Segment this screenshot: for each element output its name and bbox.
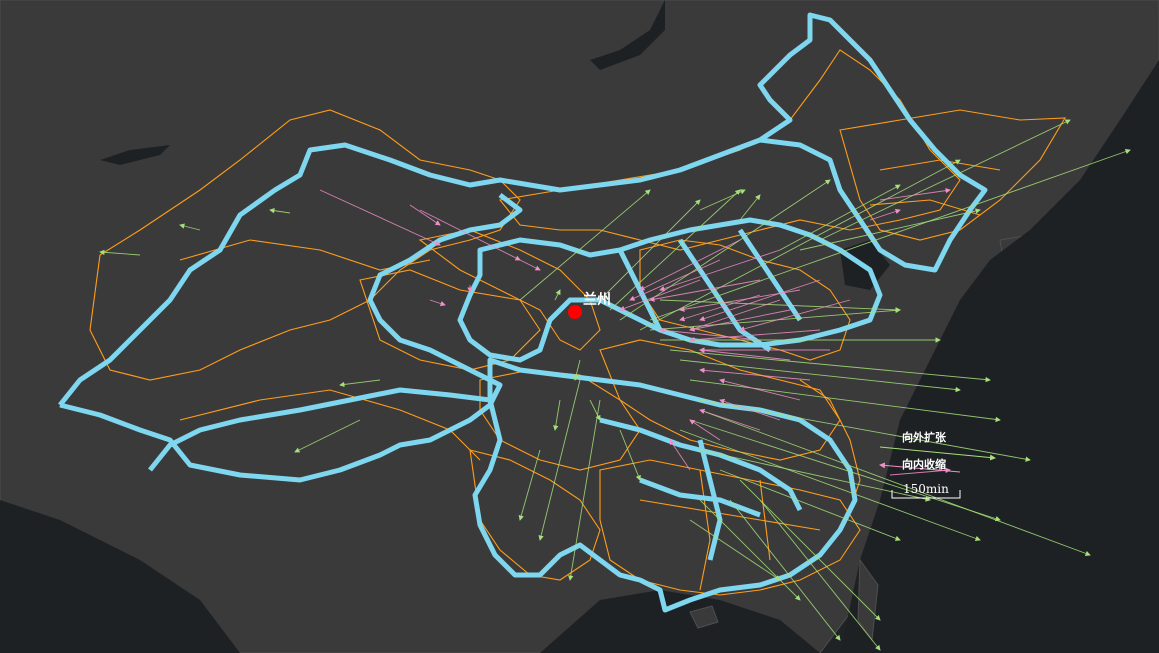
flow-arrows [99,119,1131,651]
island-hainan [689,605,719,629]
outward-arrow [518,449,541,521]
inward-arrow [659,249,781,292]
inward-arrow [639,239,741,291]
inward-arrow [629,259,721,301]
outward-arrow [339,379,381,388]
outward-arrow [609,189,741,311]
outward-arrow [699,499,801,601]
lake-balkhash [100,145,170,165]
outward-arrow [699,189,746,211]
province-gansu [418,229,601,351]
outward-arrow [819,119,1071,241]
outward-arrow [294,419,361,453]
outward-arrow [589,399,601,421]
legend-inward-label: 向内收缩 [902,457,946,471]
province-northeast-inner [869,159,1001,216]
region-tibet-south [148,387,491,472]
province-east-coast [799,379,861,511]
outward-arrow [689,379,1001,423]
province-north-china [639,239,851,361]
lake-baikal [590,0,665,70]
outward-arrow [739,194,761,221]
province-south-inner [639,469,821,591]
region-southeast-inner [599,417,803,561]
region-west [59,193,523,483]
inward-arrow [669,439,691,471]
outward-arrow [679,429,981,541]
sea-south [540,590,820,653]
outward-arrow [719,469,901,541]
city-lanzhou[interactable]: 兰州 [568,291,611,319]
inward-arrow [689,309,791,332]
inward-arrow [699,367,811,381]
outward-arrow [269,207,291,214]
outward-arrow [553,399,561,431]
city-label: 兰州 [583,291,611,308]
outward-arrow [659,299,901,313]
outward-arrow [179,223,201,231]
province-tibet-inner [179,389,481,461]
province-south [599,459,861,596]
island-japan [1075,10,1159,20]
outward-arrow [669,349,991,383]
outward-arrow [739,479,881,621]
outward-arrow [554,289,561,301]
outward-arrow [759,499,881,651]
scale-label: 150min [903,482,949,496]
outward-arrow [99,249,141,256]
outward-arrow [573,359,581,381]
outward-arrow [699,409,1091,556]
inward-arrow [739,299,851,332]
inward-arrow [619,279,701,311]
province-outline-west [89,109,521,381]
inward-arrow [419,209,521,261]
inward-arrow [699,347,791,361]
outward-arrow [699,399,1031,462]
legend-outward-arrow [879,446,996,461]
inward-arrow [519,259,541,271]
inward-arrow [689,419,721,441]
inward-arrow [719,398,781,421]
city-marker [568,305,582,319]
outward-arrow [779,184,901,251]
outward-arrow [599,199,701,301]
inward-arrow [889,467,951,476]
sea-east [840,60,1159,653]
outward-arrow [729,499,841,641]
map-legend: 向外扩张 向内收缩 150min [879,430,996,499]
outward-arrow [689,519,781,581]
inward-arrow [719,378,801,401]
legend-inward-arrow [879,462,961,473]
inward-arrow [689,329,821,343]
inward-arrow [649,279,761,302]
legend-outward-label: 向外扩张 [902,430,947,444]
inward-arrow [409,204,441,226]
outward-arrow [689,419,1001,522]
inward-arrow [659,327,761,341]
outward-arrow [799,208,981,251]
scale-bar [891,490,961,499]
outward-arrow [649,148,1131,321]
inward-arrow [429,299,446,307]
inward-arrow [319,189,441,246]
region-northwest [58,12,988,407]
province-northeast [839,109,1066,241]
province-qinghai [359,269,541,371]
province-central [599,339,841,461]
inward-arrow [699,408,761,431]
outward-arrow [568,399,601,581]
inward-arrow [879,187,951,201]
outward-arrow [519,189,651,301]
bay-of-bengal [0,500,240,653]
province-yunnan [469,449,601,581]
province-borders [89,49,1066,596]
outward-arrow [619,429,641,481]
inward-arrow [689,299,781,332]
outward-arrow [538,379,581,541]
outward-arrow [679,359,961,393]
inward-arrow [699,279,821,322]
inward-arrow [869,208,901,221]
